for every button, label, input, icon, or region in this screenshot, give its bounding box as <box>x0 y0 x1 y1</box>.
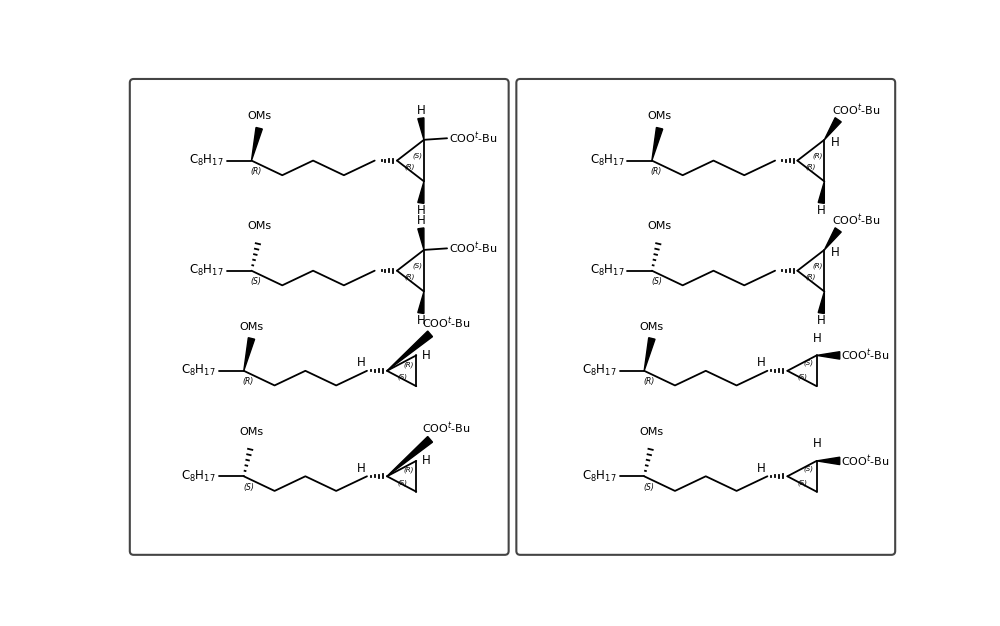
Polygon shape <box>387 436 433 476</box>
Text: (R): (R) <box>243 377 254 386</box>
Text: COO$^t$-Bu: COO$^t$-Bu <box>449 240 497 256</box>
Text: H: H <box>416 214 425 227</box>
Polygon shape <box>251 128 262 161</box>
Polygon shape <box>387 331 433 371</box>
Polygon shape <box>818 292 824 314</box>
Text: (S): (S) <box>251 277 262 286</box>
Text: (R): (R) <box>403 467 414 473</box>
Text: OMs: OMs <box>247 111 271 121</box>
Text: (S): (S) <box>412 263 422 269</box>
Text: (S): (S) <box>643 483 654 491</box>
Text: C$_8$H$_{17}$: C$_8$H$_{17}$ <box>582 363 616 378</box>
Polygon shape <box>418 118 424 140</box>
Polygon shape <box>817 457 840 464</box>
Text: (R): (R) <box>643 377 654 386</box>
Polygon shape <box>652 128 663 161</box>
Text: (R): (R) <box>812 153 823 159</box>
Text: (R): (R) <box>651 167 662 176</box>
Text: H: H <box>757 356 766 369</box>
Text: COO$^t$-Bu: COO$^t$-Bu <box>422 421 471 436</box>
Text: (R): (R) <box>805 163 816 170</box>
Text: H: H <box>817 314 826 327</box>
Text: H: H <box>757 462 766 475</box>
Text: COO$^t$-Bu: COO$^t$-Bu <box>449 130 497 146</box>
Text: C$_8$H$_{17}$: C$_8$H$_{17}$ <box>582 469 616 484</box>
Text: (S): (S) <box>798 374 808 380</box>
Polygon shape <box>818 182 824 203</box>
Text: (R): (R) <box>805 274 816 280</box>
Text: (R): (R) <box>405 274 415 280</box>
Text: (S): (S) <box>804 465 814 472</box>
Text: C$_8$H$_{17}$: C$_8$H$_{17}$ <box>590 263 624 278</box>
Text: (R): (R) <box>403 361 414 368</box>
Polygon shape <box>644 337 655 371</box>
Polygon shape <box>418 292 424 314</box>
Text: H: H <box>813 437 822 450</box>
Text: OMs: OMs <box>640 427 664 437</box>
Text: (S): (S) <box>798 479 808 486</box>
Text: H: H <box>831 136 839 150</box>
Text: H: H <box>357 462 365 475</box>
Text: (R): (R) <box>405 163 415 170</box>
Text: C$_8$H$_{17}$: C$_8$H$_{17}$ <box>189 263 224 278</box>
Text: C$_8$H$_{17}$: C$_8$H$_{17}$ <box>590 153 624 168</box>
Text: C$_8$H$_{17}$: C$_8$H$_{17}$ <box>181 363 216 378</box>
Text: (S): (S) <box>651 277 662 286</box>
Polygon shape <box>824 118 841 140</box>
Text: OMs: OMs <box>247 222 271 232</box>
Text: OMs: OMs <box>239 322 264 332</box>
Text: (S): (S) <box>397 479 407 486</box>
Text: H: H <box>422 454 430 468</box>
Text: (S): (S) <box>243 483 254 491</box>
Text: H: H <box>422 349 430 362</box>
Text: H: H <box>813 332 822 345</box>
Text: C$_8$H$_{17}$: C$_8$H$_{17}$ <box>189 153 224 168</box>
Text: COO$^t$-Bu: COO$^t$-Bu <box>832 212 881 228</box>
Text: (R): (R) <box>250 167 262 176</box>
Text: (S): (S) <box>804 360 814 366</box>
Text: (S): (S) <box>412 153 422 159</box>
Text: COO$^t$-Bu: COO$^t$-Bu <box>841 453 890 469</box>
Polygon shape <box>817 352 840 359</box>
FancyBboxPatch shape <box>516 79 895 555</box>
Polygon shape <box>244 337 255 371</box>
Text: H: H <box>416 314 425 327</box>
Text: OMs: OMs <box>648 222 672 232</box>
Polygon shape <box>418 228 424 250</box>
Text: H: H <box>831 247 839 260</box>
Text: COO$^t$-Bu: COO$^t$-Bu <box>832 102 881 118</box>
Text: COO$^t$-Bu: COO$^t$-Bu <box>422 316 471 331</box>
FancyBboxPatch shape <box>130 79 509 555</box>
Text: OMs: OMs <box>640 322 664 332</box>
Text: OMs: OMs <box>648 111 672 121</box>
Text: (S): (S) <box>397 374 407 380</box>
Text: (R): (R) <box>812 263 823 269</box>
Polygon shape <box>418 182 424 203</box>
Text: H: H <box>416 104 425 117</box>
Text: C$_8$H$_{17}$: C$_8$H$_{17}$ <box>181 469 216 484</box>
Text: OMs: OMs <box>239 427 264 437</box>
Text: COO$^t$-Bu: COO$^t$-Bu <box>841 347 890 363</box>
Text: H: H <box>817 204 826 217</box>
Text: H: H <box>416 204 425 217</box>
Text: H: H <box>357 356 365 369</box>
Polygon shape <box>824 228 841 250</box>
